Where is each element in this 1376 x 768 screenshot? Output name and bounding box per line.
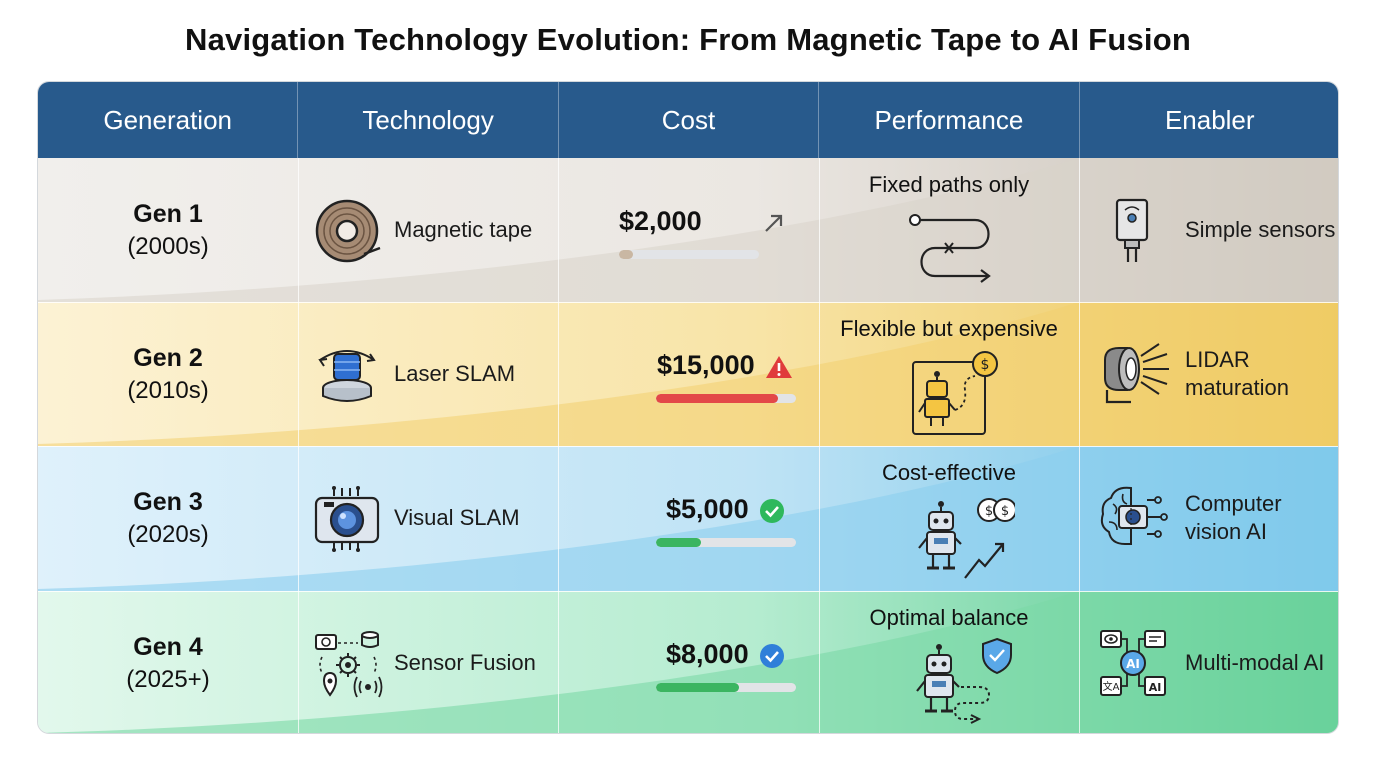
cost-cell: $2,000 — [559, 158, 819, 302]
generation-era: (2020s) — [127, 520, 209, 548]
column-divider — [558, 158, 559, 733]
cost-bar-fill — [619, 250, 633, 259]
performance-label: Fixed paths only — [868, 172, 1030, 197]
enabler-label: Simple sensors — [1185, 217, 1336, 242]
generation-era: (2010s) — [127, 376, 209, 404]
performance-label: Cost-effective — [881, 460, 1017, 485]
performance-cell: Optimal balance — [819, 591, 1079, 733]
header-enabler: Enabler — [1164, 104, 1255, 135]
lidar-icon — [1104, 343, 1169, 404]
column-divider — [819, 158, 820, 733]
cost-bar — [656, 394, 796, 403]
cost-bar-fill — [656, 538, 701, 547]
enabler-cell: Computer vision AI — [1079, 446, 1338, 590]
cost-amount: $2,000 — [619, 206, 702, 236]
cost-bar — [656, 538, 796, 547]
column-divider — [1079, 158, 1080, 733]
performance-label: Optimal balance — [869, 605, 1029, 630]
enabler-label: Multi-modal AI — [1185, 650, 1325, 675]
enabler-cell: 文A AI AI Multi-modal AI — [1079, 591, 1338, 733]
check-circle-icon — [760, 499, 784, 523]
fixed-path-icon — [909, 214, 991, 283]
generation-cell: Gen 3 (2020s) — [38, 446, 298, 590]
svg-text:文A: 文A — [1103, 680, 1120, 693]
robot-dollar-icon: $ — [912, 351, 998, 435]
generation-name: Gen 3 — [133, 487, 203, 516]
generation-era: (2000s) — [127, 232, 209, 260]
generation-name: Gen 2 — [133, 343, 203, 372]
magnetic-tape-icon — [315, 199, 381, 263]
enabler-label: LIDAR maturation — [1185, 347, 1289, 400]
evolution-table: Generation Technology Cost Performance E… — [37, 81, 1339, 734]
multimodal-ai-icon: 文A AI AI — [1100, 630, 1166, 696]
cost-bar — [619, 250, 759, 259]
brain-camera-icon — [1100, 486, 1168, 545]
cost-amount: $5,000 — [666, 494, 749, 524]
generation-name: Gen 1 — [133, 199, 203, 228]
page-title: Navigation Technology Evolution: From Ma… — [185, 22, 1191, 57]
performance-cell: Flexible but expensive $ — [819, 302, 1079, 446]
cost-amount: $15,000 — [657, 350, 755, 380]
technology-cell: Sensor Fusion — [298, 591, 558, 733]
table-row-gen3: Gen 3 (2020s) Visual SLAM $5,000 — [38, 446, 1338, 590]
technology-label: Magnetic tape — [394, 217, 533, 242]
enabler-cell: LIDAR maturation — [1079, 302, 1338, 446]
performance-label: Flexible but expensive — [840, 316, 1058, 341]
svg-text:AI: AI — [1149, 681, 1162, 694]
simple-sensor-icon — [1115, 198, 1149, 262]
technology-cell: Laser SLAM — [298, 302, 558, 446]
cost-cell: $8,000 — [559, 591, 819, 733]
table-row-gen2: Gen 2 (2010s) Laser SLAM $15,000 — [38, 302, 1338, 446]
cost-bar — [656, 683, 796, 692]
technology-cell: Visual SLAM — [298, 446, 558, 590]
generation-cell: Gen 1 (2000s) — [38, 158, 298, 302]
header-cost: Cost — [559, 82, 820, 158]
technology-cell: Magnetic tape — [298, 158, 558, 302]
technology-label: Sensor Fusion — [394, 650, 536, 675]
row-divider — [38, 591, 1338, 592]
cost-bar-fill — [656, 683, 739, 692]
performance-cell: Fixed paths only — [819, 158, 1079, 302]
trend-arrow-icon — [765, 214, 783, 232]
generation-cell: Gen 4 (2025+) — [38, 591, 298, 733]
warning-icon — [766, 356, 792, 378]
robot-savings-icon: $ $ — [918, 498, 1015, 579]
table-row-gen1: Gen 1 (2000s) Magnetic tape $2,000 Fixed — [38, 158, 1338, 302]
check-badge-icon — [760, 644, 784, 668]
svg-text:AI: AI — [1126, 657, 1140, 671]
laser-scanner-icon — [318, 350, 376, 402]
svg-text:$: $ — [1001, 504, 1009, 519]
cost-amount: $8,000 — [666, 639, 749, 669]
header-technology: Technology — [298, 82, 559, 158]
camera-chip-icon — [314, 486, 380, 552]
svg-text:$: $ — [981, 357, 990, 373]
cost-cell: $5,000 — [559, 446, 819, 590]
robot-shield-icon — [916, 637, 1012, 724]
cost-cell: $15,000 — [559, 302, 819, 446]
generation-name: Gen 4 — [133, 632, 203, 661]
table-header: Generation Technology Cost Performance E… — [38, 82, 1338, 158]
generation-era: (2025+) — [126, 665, 210, 693]
enabler-label: Computer vision AI — [1185, 491, 1282, 544]
table-row-gen4: Gen 4 (2025+) Sensor Fusion $8, — [38, 591, 1338, 733]
svg-text:$: $ — [985, 504, 993, 519]
row-divider — [38, 446, 1338, 447]
column-divider — [298, 158, 299, 733]
technology-label: Laser SLAM — [394, 361, 516, 386]
performance-cell: Cost-effective $ $ — [819, 446, 1079, 590]
cost-bar-fill — [656, 394, 778, 403]
technology-label: Visual SLAM — [394, 505, 520, 530]
generation-cell: Gen 2 (2010s) — [38, 302, 298, 446]
sensor-fusion-icon — [315, 631, 383, 698]
enabler-cell: Simple sensors — [1079, 158, 1338, 302]
header-generation: Generation — [38, 82, 299, 158]
row-divider — [38, 302, 1338, 303]
header-performance: Performance — [819, 82, 1080, 158]
